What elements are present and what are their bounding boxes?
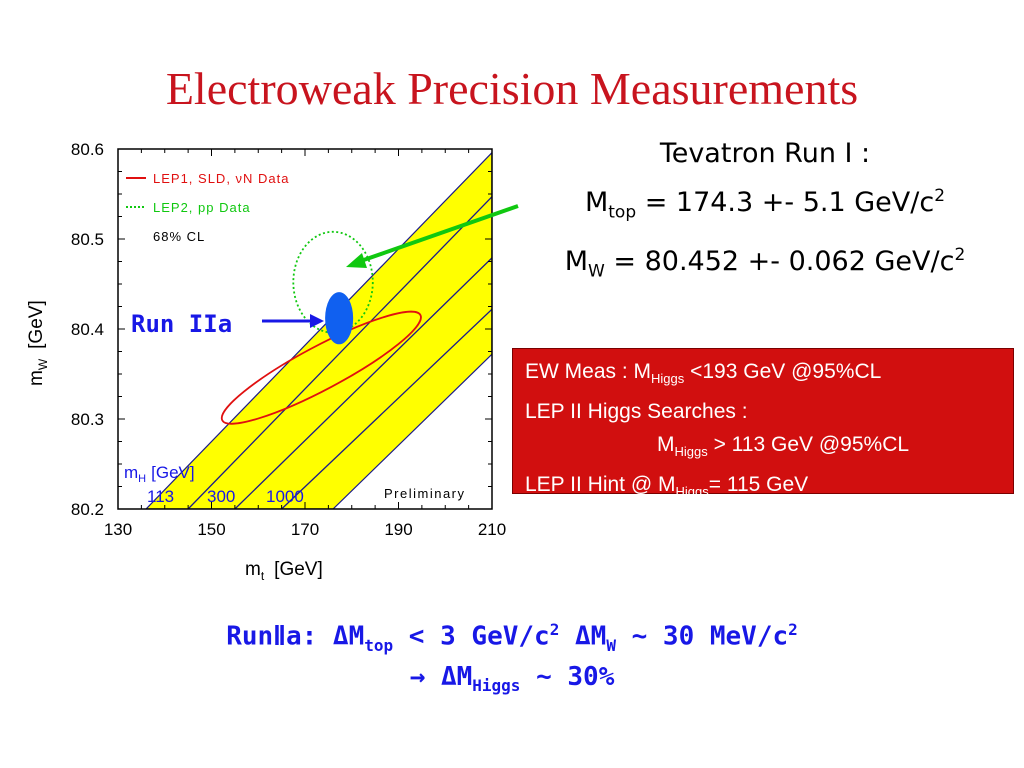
lep2-hint-line: LEP II Hint @ MHiggs= 115 GeV [525,473,809,500]
x-tick-label: 170 [291,520,319,539]
x-tick-label: 210 [478,520,506,539]
sm-prediction-band [145,151,492,509]
y-tick-label: 80.5 [71,230,104,249]
higgs-mass-300: 300 [207,487,235,506]
higgs-limits-box: EW Meas : MHiggs <193 GeV @95%CL LEP II … [512,348,1014,500]
lep2-limit-line: MHiggs > 113 GeV @95%CL [657,433,910,460]
mw-line: MW = 80.452 +- 0.062 GeV/c2 [564,245,966,282]
y-axis-label: mW[GeV] [26,300,50,386]
run2-label: Run IIa [131,310,232,338]
higgs-line-1000 [281,308,492,509]
legend-label-lep2: LEP2, pp Data [153,200,251,215]
legend-label-cl: 68% CL [153,229,205,244]
y-tick-label: 80.4 [71,320,104,339]
page-title: Electroweak Precision Measurements [165,63,859,114]
higgs-mass-113: 113 [147,487,174,506]
x-tick-label: 190 [384,520,412,539]
mtop-line: Mtop = 174.3 +- 5.1 GeV/c2 [584,186,946,223]
ew-meas-line: EW Meas : MHiggs <193 GeV @95%CL [525,360,882,387]
run2-precision-line: RunⅡa: ΔMtop < 3 GeV/c2 ΔMW ∼ 30 MeV/c2 [226,620,798,655]
higgs-mass-1000: 1000 [266,487,304,506]
x-tick-label: 130 [104,520,132,539]
higgs-line-113 [187,196,492,509]
higgs-line-300 [234,257,492,509]
green-arrow-head [346,253,367,268]
preliminary-label: Preliminary [384,486,466,501]
y-tick-label: 80.6 [71,140,104,159]
green-arrow-shaft [357,204,519,264]
run2-arrow-head [310,314,324,328]
x-tick-label: 150 [197,520,225,539]
y-tick-label: 80.3 [71,410,104,429]
tevatron-heading: Tevatron Run I : [659,138,871,169]
ellipse-lep1-sld [220,310,422,425]
x-axis-label: mt [GeV] [245,559,323,583]
y-tick-label: 80.2 [71,500,104,519]
legend-label-lep1: LEP1, SLD, νN Data [153,171,290,186]
ellipse-lep2-pp [292,230,374,334]
higgs-precision-line: → ΔMHiggs ∼ 30% [409,662,615,696]
higgs-mass-label: mH [GeV] [124,463,195,485]
ellipse-run2a [325,292,354,345]
tevatron-summary: Tevatron Run I : Mtop = 174.3 +- 5.1 GeV… [500,132,1024,294]
lep2-searches-line: LEP II Higgs Searches : [525,400,748,424]
